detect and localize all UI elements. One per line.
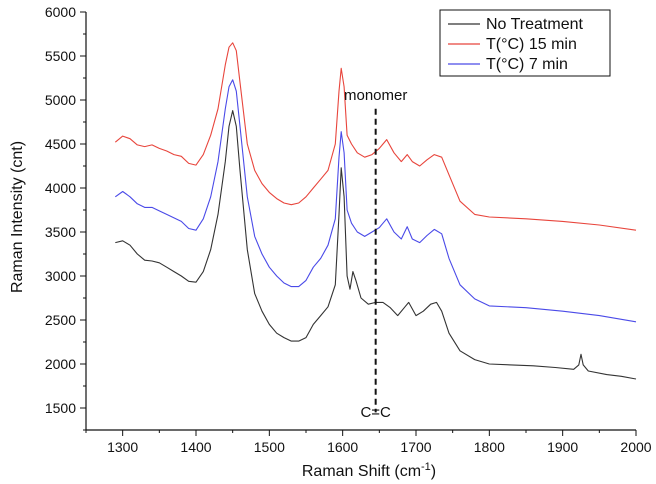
x-tick-label: 1700 xyxy=(400,439,431,455)
legend-label: T(°C) 15 min xyxy=(486,36,577,53)
series-line xyxy=(114,42,637,231)
y-axis-title: Raman Intensity (cnt) xyxy=(9,141,26,293)
x-axis-title-end: ) xyxy=(431,463,436,480)
y-tick-label: 3000 xyxy=(45,268,76,284)
y-tick-label: 2000 xyxy=(45,356,76,372)
legend-box xyxy=(439,9,611,77)
y-tick-label: 4500 xyxy=(45,136,76,152)
series-layer xyxy=(114,42,637,380)
annotation-layer: monomer C=C xyxy=(344,87,407,421)
x-axis-title-sup: -1 xyxy=(421,461,431,473)
annotation-label: monomer xyxy=(344,87,407,104)
y-tick-label: 4000 xyxy=(45,180,76,196)
y-tick-label: 2500 xyxy=(45,312,76,328)
legend-label: T(°C) 7 min xyxy=(486,56,568,73)
y-tick-label: 5000 xyxy=(45,92,76,108)
series-line xyxy=(115,110,637,380)
annotation-label: C=C xyxy=(360,404,391,421)
y-tick-label: 5500 xyxy=(45,48,76,64)
x-tick-label: 1800 xyxy=(474,439,505,455)
x-axis-title-main: Raman Shift (cm xyxy=(302,463,421,480)
series-line xyxy=(114,79,637,323)
x-tick-label: 1300 xyxy=(107,439,138,455)
x-tick-label: 1600 xyxy=(327,439,358,455)
y-tick-label: 1500 xyxy=(45,400,76,416)
x-axis-title: Raman Shift (cm-1) xyxy=(302,461,436,480)
x-tick-label: 1500 xyxy=(254,439,285,455)
legend: No Treatment T(°C) 15 min T(°C) 7 min xyxy=(439,9,611,77)
axes: 1300 1400 1500 1600 1700 1800 1900 2000 1500 2000… xyxy=(45,4,652,455)
y-tick-label: 3500 xyxy=(45,224,76,240)
x-tick-label: 1900 xyxy=(547,439,578,455)
x-tick-label: 1400 xyxy=(180,439,211,455)
y-tick-label: 6000 xyxy=(45,4,76,20)
legend-label: No Treatment xyxy=(486,16,583,33)
x-tick-label: 2000 xyxy=(620,439,651,455)
